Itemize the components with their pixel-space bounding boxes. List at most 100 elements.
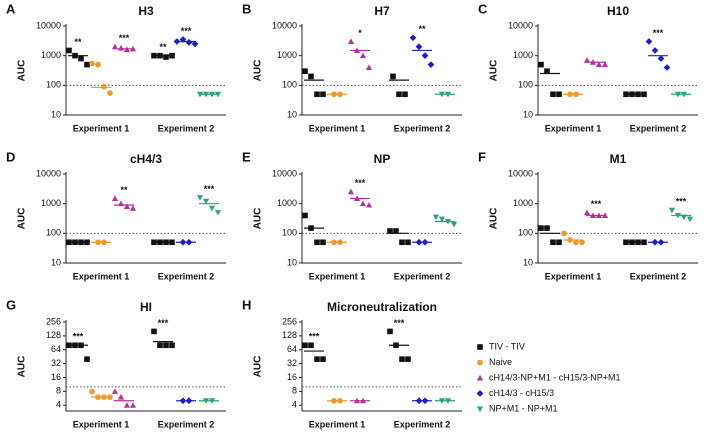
data-point <box>645 38 653 45</box>
y-tick-label: 128 <box>46 330 61 340</box>
data-point <box>169 342 175 349</box>
data-point <box>438 216 446 223</box>
data-point <box>157 342 163 349</box>
y-tick-label: 1000 <box>513 198 533 208</box>
data-point <box>347 38 355 45</box>
data-point <box>111 43 119 50</box>
y-tick-label: 10000 <box>36 168 61 178</box>
x-tick-label: Experiment 1 <box>309 271 366 281</box>
data-point <box>196 195 204 201</box>
y-tick-label: 10 <box>287 109 297 119</box>
data-point <box>202 198 210 205</box>
data-point <box>89 60 95 67</box>
panel-label: A <box>6 1 16 16</box>
significance: *** <box>158 318 169 328</box>
data-point <box>208 205 216 212</box>
data-point <box>396 91 402 98</box>
data-point <box>191 40 199 48</box>
data-point <box>314 91 320 98</box>
y-tick-label: 256 <box>46 316 61 326</box>
panel-label: E <box>242 149 251 164</box>
data-point <box>399 239 405 246</box>
data-point <box>163 54 169 60</box>
data-point <box>450 221 458 228</box>
legend-marker <box>476 390 484 397</box>
y-tick-label: 10000 <box>36 20 61 30</box>
data-point <box>347 188 355 195</box>
significance: ** <box>74 37 82 47</box>
y-tick-label: 10000 <box>272 168 297 178</box>
y-axis-label: AUC <box>253 208 264 230</box>
y-tick-label: 10 <box>523 109 533 119</box>
chart-title: NP <box>374 152 391 166</box>
data-point <box>415 43 423 51</box>
y-tick-label: 128 <box>282 330 297 340</box>
legend-marker <box>477 359 483 366</box>
data-point <box>583 209 591 216</box>
data-point <box>405 239 411 246</box>
data-point <box>556 239 562 246</box>
data-point <box>544 68 550 74</box>
y-tick-label: 10000 <box>508 168 533 178</box>
data-point <box>320 91 326 98</box>
y-tick-label: 100 <box>282 228 297 238</box>
data-point <box>657 55 665 62</box>
y-tick-label: 4 <box>292 400 297 410</box>
y-tick-label: 16 <box>287 372 297 382</box>
data-point <box>579 239 585 246</box>
data-point <box>680 214 688 221</box>
y-tick-label: 10 <box>523 257 533 267</box>
data-point <box>432 214 440 221</box>
data-point <box>123 203 131 210</box>
data-point <box>111 195 119 201</box>
x-tick-label: Experiment 1 <box>309 419 366 429</box>
y-tick-label: 10 <box>51 109 61 119</box>
data-point <box>117 394 125 400</box>
data-point <box>117 45 125 51</box>
data-point <box>668 207 676 214</box>
data-point <box>214 210 222 216</box>
x-tick-label: Experiment 2 <box>158 123 215 133</box>
data-point <box>66 47 72 54</box>
chart-title: M1 <box>610 152 627 166</box>
significance: *** <box>394 318 405 328</box>
data-point <box>402 91 408 98</box>
data-point <box>302 212 308 219</box>
data-point <box>365 64 373 70</box>
legend-marker <box>477 344 483 350</box>
data-point <box>365 201 373 208</box>
data-point <box>601 61 609 68</box>
chart-title: H10 <box>607 4 629 18</box>
data-point <box>686 216 694 223</box>
significance: *** <box>653 28 664 38</box>
y-axis-label: AUC <box>489 208 500 230</box>
legend-marker <box>476 406 484 413</box>
data-point <box>663 64 671 71</box>
y-axis-label: AUC <box>253 60 264 82</box>
y-tick-label: 32 <box>51 358 61 368</box>
data-point <box>399 356 405 362</box>
panel-label: G <box>6 297 16 312</box>
y-tick-label: 256 <box>282 316 297 326</box>
y-tick-label: 64 <box>287 344 297 354</box>
y-tick-label: 10 <box>287 257 297 267</box>
significance: *** <box>204 184 215 194</box>
data-point <box>393 228 399 234</box>
data-point <box>387 328 393 335</box>
data-point <box>538 225 544 231</box>
y-tick-label: 1000 <box>277 198 297 208</box>
significance: *** <box>591 199 602 209</box>
data-point <box>302 342 308 349</box>
y-tick-label: 100 <box>282 80 297 90</box>
y-tick-label: 16 <box>51 372 61 382</box>
significance: *** <box>119 33 130 43</box>
data-point <box>129 402 137 408</box>
legend-label: TIV - TIV <box>489 341 525 351</box>
data-point <box>151 328 157 335</box>
panel-label: C <box>478 1 488 16</box>
data-point <box>544 225 550 231</box>
chart-title: cH4/3 <box>130 152 162 166</box>
data-point <box>111 388 119 394</box>
data-point <box>556 91 562 98</box>
